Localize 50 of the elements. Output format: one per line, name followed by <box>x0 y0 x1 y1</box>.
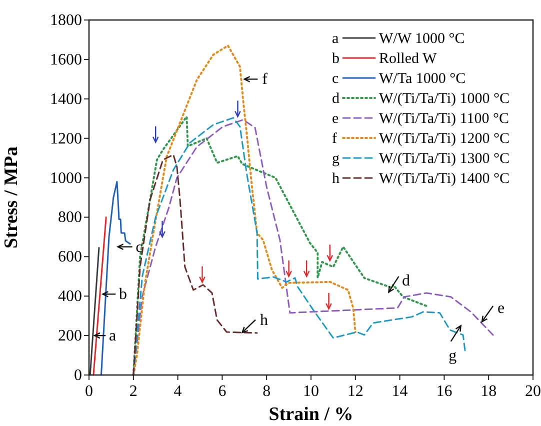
x-tick-label: 16 <box>436 383 452 400</box>
x-tick-label: 8 <box>262 383 271 400</box>
annotation: f <box>262 71 268 88</box>
annotation: c <box>136 238 143 256</box>
text: g <box>332 151 340 167</box>
annotation: g <box>448 347 457 364</box>
y-tick-label: 400 <box>58 288 82 306</box>
legend-label: W/(Ti/Ta/Ti) 1400 °C <box>379 171 510 187</box>
x-tick-label: 20 <box>525 383 541 400</box>
y-tick-label: 1600 <box>50 51 82 68</box>
annotation: e <box>497 300 505 317</box>
y-tick-label: 1200 <box>50 130 82 148</box>
legend-label: Rolled W <box>379 51 438 67</box>
annotation: b <box>118 286 127 304</box>
y-tick-label: 1000 <box>50 170 82 187</box>
legend-label: W/(Ti/Ta/Ti) 1100 °C <box>379 111 509 127</box>
annotation: a <box>108 328 116 345</box>
x-tick-label: 4 <box>174 383 182 400</box>
text: f <box>332 131 337 147</box>
x-axis-title: Strain / % <box>268 404 354 425</box>
y-tick-label: 1400 <box>50 90 82 108</box>
text: a <box>332 31 339 47</box>
text: c <box>332 71 339 87</box>
x-tick-label: 10 <box>303 383 319 400</box>
x-tick-label: 2 <box>129 383 138 400</box>
legend-label: W/Ta 1000 °C <box>379 71 466 87</box>
line-series <box>132 154 258 376</box>
annotation: d <box>402 272 410 290</box>
text: h <box>332 171 340 187</box>
y-tick-label: 200 <box>58 328 82 345</box>
x-tick-label: 12 <box>347 383 364 400</box>
legend-label: W/(Ti/Ta/Ti) 1000 °C <box>379 91 510 107</box>
legend-label: W/W 1000 °C <box>379 31 465 47</box>
x-tick-label: 14 <box>392 383 408 400</box>
y-tick-label: 1800 <box>50 12 82 29</box>
x-tick-label: 18 <box>480 383 497 400</box>
line-series <box>132 44 356 376</box>
x-tick-label: 0 <box>85 383 93 400</box>
legend-label: W/(Ti/Ta/Ti) 1200 °C <box>379 131 510 147</box>
y-tick-label: 0 <box>74 367 82 384</box>
y-axis-title: Stress / MPa <box>1 146 22 249</box>
text: d <box>332 91 340 107</box>
annotation: h <box>260 312 268 329</box>
line-series <box>100 180 131 376</box>
text: b <box>332 51 340 67</box>
y-tick-label: 600 <box>58 248 82 266</box>
legend-label: W/(Ti/Ta/Ti) 1300 °C <box>379 151 510 167</box>
x-tick-label: 6 <box>218 383 226 400</box>
text: e <box>332 111 339 127</box>
y-tick-label: 800 <box>58 209 82 226</box>
